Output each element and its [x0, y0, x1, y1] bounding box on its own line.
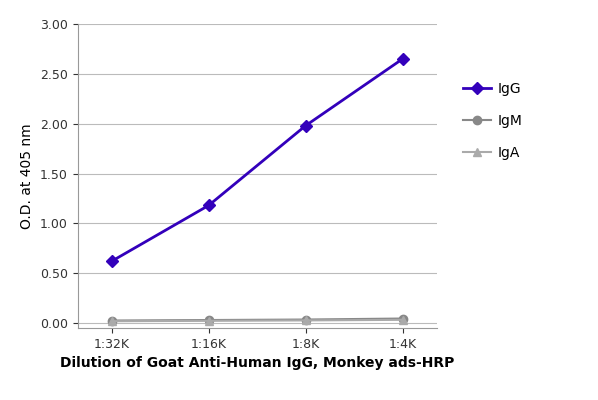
IgA: [399, 318, 406, 322]
X-axis label: Dilution of Goat Anti-Human IgG, Monkey ads-HRP: Dilution of Goat Anti-Human IgG, Monkey …: [60, 356, 454, 370]
Line: IgG: IgG: [108, 55, 407, 265]
IgG: [302, 123, 309, 128]
Y-axis label: O.D. at 405 nm: O.D. at 405 nm: [20, 123, 35, 229]
IgM: [302, 317, 309, 322]
Line: IgM: IgM: [108, 314, 407, 325]
IgG: [108, 259, 115, 264]
IgA: [108, 319, 115, 324]
IgG: [205, 203, 212, 208]
Legend: IgG, IgM, IgA: IgG, IgM, IgA: [458, 76, 529, 166]
IgG: [399, 56, 406, 61]
Line: IgA: IgA: [108, 316, 407, 325]
IgA: [302, 318, 309, 323]
IgM: [399, 316, 406, 321]
IgM: [108, 318, 115, 323]
IgA: [205, 318, 212, 323]
IgM: [205, 318, 212, 322]
